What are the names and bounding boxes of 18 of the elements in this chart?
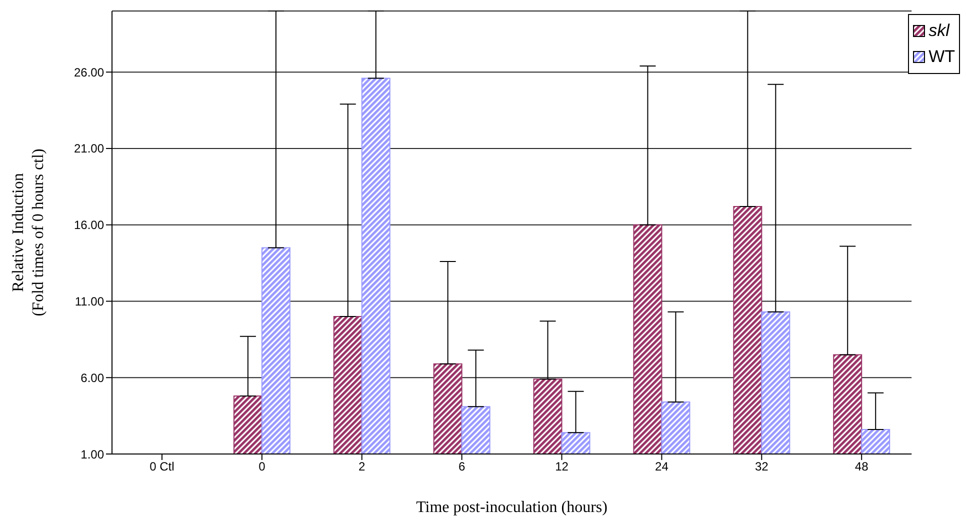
y-tick-label: 16.00 <box>74 218 104 232</box>
x-tick-label: 48 <box>854 460 869 474</box>
y-axis-title: Relative Induction (Fold times of 0 hours ctl) <box>10 148 47 316</box>
x-axis-title: Time post-inoculation (hours) <box>416 499 608 516</box>
y-tick-label: 26.00 <box>74 65 104 80</box>
x-tick-label: 2 <box>358 460 366 474</box>
y-tick-label: 1.00 <box>80 447 104 462</box>
legend-label: skl <box>928 20 950 42</box>
x-tick-label: 24 <box>655 460 669 474</box>
x-tick-label: 0 Ctl <box>150 460 174 474</box>
y-tick-label: 11.00 <box>74 294 104 308</box>
x-tick-label: 0 <box>258 460 266 474</box>
y-tick-label: 6.00 <box>80 370 104 385</box>
x-tick-label: 32 <box>754 460 769 474</box>
x-tick-label: 6 <box>458 460 466 474</box>
x-tick-label: 12 <box>555 460 569 474</box>
legend-label: WT <box>928 46 955 68</box>
y-tick-label: 21.00 <box>74 142 104 156</box>
